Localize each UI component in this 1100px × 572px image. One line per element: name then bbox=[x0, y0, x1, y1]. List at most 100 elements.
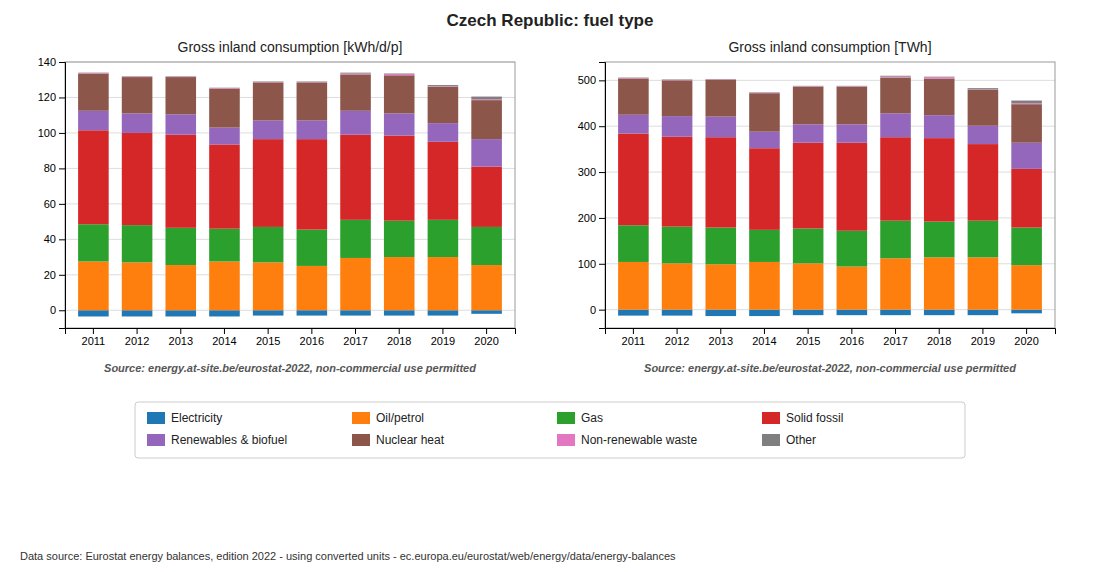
bar-segment bbox=[662, 80, 693, 116]
y-tick: 140 bbox=[38, 56, 65, 68]
bar-segment bbox=[924, 310, 955, 316]
bar-segment bbox=[340, 258, 371, 310]
bar-segment bbox=[297, 266, 328, 310]
y-tick: 300 bbox=[578, 166, 605, 178]
bar-series bbox=[78, 130, 502, 229]
x-tick: 2015 bbox=[256, 328, 280, 347]
bar-segment bbox=[78, 111, 109, 131]
bar-segment bbox=[297, 230, 328, 266]
x-tick-mark bbox=[311, 328, 312, 334]
bar-segment bbox=[384, 257, 415, 310]
bar-segment bbox=[793, 87, 824, 125]
bar-segment bbox=[1011, 104, 1042, 143]
bar-segment bbox=[122, 225, 153, 262]
bar-series bbox=[618, 257, 1042, 309]
bar-segment bbox=[837, 310, 868, 316]
bar-segment bbox=[78, 224, 109, 261]
legend-label: Solid fossil bbox=[786, 411, 843, 425]
chart-title: Czech Republic: fuel type bbox=[447, 11, 654, 30]
x-tick-mark bbox=[442, 328, 443, 334]
bar-segment bbox=[78, 310, 109, 316]
source-note: Source: energy.at-site.be/eurostat-2022,… bbox=[104, 362, 476, 374]
y-tick-mark bbox=[59, 310, 65, 311]
bar-segment bbox=[384, 113, 415, 135]
bar-segment bbox=[297, 139, 328, 229]
bar-segment bbox=[428, 123, 459, 142]
y-tick: 20 bbox=[44, 269, 65, 281]
bar-segment bbox=[340, 135, 371, 220]
bar-segment bbox=[428, 85, 459, 86]
y-tick-mark bbox=[59, 133, 65, 134]
x-tick: 2016 bbox=[840, 328, 864, 347]
bar-segment bbox=[662, 116, 693, 137]
bar-segment bbox=[793, 143, 824, 229]
bar-segment bbox=[122, 77, 153, 113]
y-tick: 100 bbox=[38, 127, 65, 139]
y-axis: 020406080100120140 bbox=[38, 56, 66, 328]
x-tick-mark bbox=[93, 328, 94, 334]
legend-swatch bbox=[557, 434, 575, 446]
x-tick-mark bbox=[355, 328, 356, 334]
x-tick: 2014 bbox=[752, 328, 776, 347]
x-tick-mark bbox=[982, 328, 983, 334]
x-tick: 2012 bbox=[125, 328, 149, 347]
x-tick-label: 2016 bbox=[840, 335, 864, 347]
legend-swatch bbox=[147, 434, 165, 446]
x-tick-mark bbox=[939, 328, 940, 334]
legend-item: Oil/petrol bbox=[352, 411, 424, 425]
bar-segment bbox=[165, 228, 196, 265]
bar-segment bbox=[297, 82, 328, 120]
x-tick: 2018 bbox=[387, 328, 411, 347]
bar-segment bbox=[880, 137, 911, 220]
bar-segment bbox=[749, 148, 780, 230]
bar-segment bbox=[471, 227, 502, 265]
legend-swatch bbox=[352, 434, 370, 446]
bar-segment bbox=[471, 97, 502, 100]
bar-segment bbox=[1011, 143, 1042, 169]
bar-series bbox=[618, 77, 1042, 105]
bar-segment bbox=[209, 144, 240, 228]
bar-segment bbox=[1011, 228, 1042, 266]
bar-segment bbox=[209, 262, 240, 311]
bar-segment bbox=[297, 81, 328, 83]
bar-segment bbox=[837, 231, 868, 267]
bar-segment bbox=[471, 310, 502, 314]
bar-segment bbox=[880, 76, 911, 78]
bar-segment bbox=[618, 134, 649, 226]
x-tick-mark bbox=[268, 328, 269, 334]
x-tick-label: 2012 bbox=[125, 335, 149, 347]
y-tick: 80 bbox=[44, 162, 65, 174]
x-axis-line bbox=[606, 329, 1056, 335]
legend-item: Solid fossil bbox=[762, 411, 843, 425]
x-tick-label: 2020 bbox=[1014, 335, 1038, 347]
bar-segment bbox=[749, 93, 780, 132]
legend-box bbox=[135, 402, 965, 458]
x-tick-mark bbox=[677, 328, 678, 334]
bar-segment bbox=[837, 87, 868, 125]
bar-segment bbox=[122, 133, 153, 225]
x-tick-mark bbox=[895, 328, 896, 334]
bar-segment bbox=[209, 88, 240, 90]
x-tick-mark bbox=[1026, 328, 1027, 334]
bar-segment bbox=[618, 225, 649, 262]
bar-series bbox=[78, 73, 502, 100]
x-tick-mark bbox=[224, 328, 225, 334]
x-tick-mark bbox=[851, 328, 852, 334]
bar-segment bbox=[924, 257, 955, 309]
bar-segment bbox=[340, 220, 371, 258]
bar-segment bbox=[618, 310, 649, 316]
y-tick: 400 bbox=[578, 120, 605, 132]
x-axis-line bbox=[66, 329, 516, 335]
bar-segment bbox=[749, 262, 780, 310]
x-tick-mark bbox=[808, 328, 809, 334]
y-tick: 0 bbox=[50, 304, 65, 316]
panel: 2011201220132014201520162017201820192020… bbox=[578, 39, 1056, 374]
bar-segment bbox=[705, 310, 736, 316]
bar-segment bbox=[165, 76, 196, 78]
y-tick-mark bbox=[59, 168, 65, 169]
bar-segment bbox=[122, 76, 153, 78]
bar-segment bbox=[618, 79, 649, 115]
legend-swatch bbox=[557, 412, 575, 424]
bar-segment bbox=[662, 79, 693, 80]
bar-segment bbox=[253, 139, 284, 227]
